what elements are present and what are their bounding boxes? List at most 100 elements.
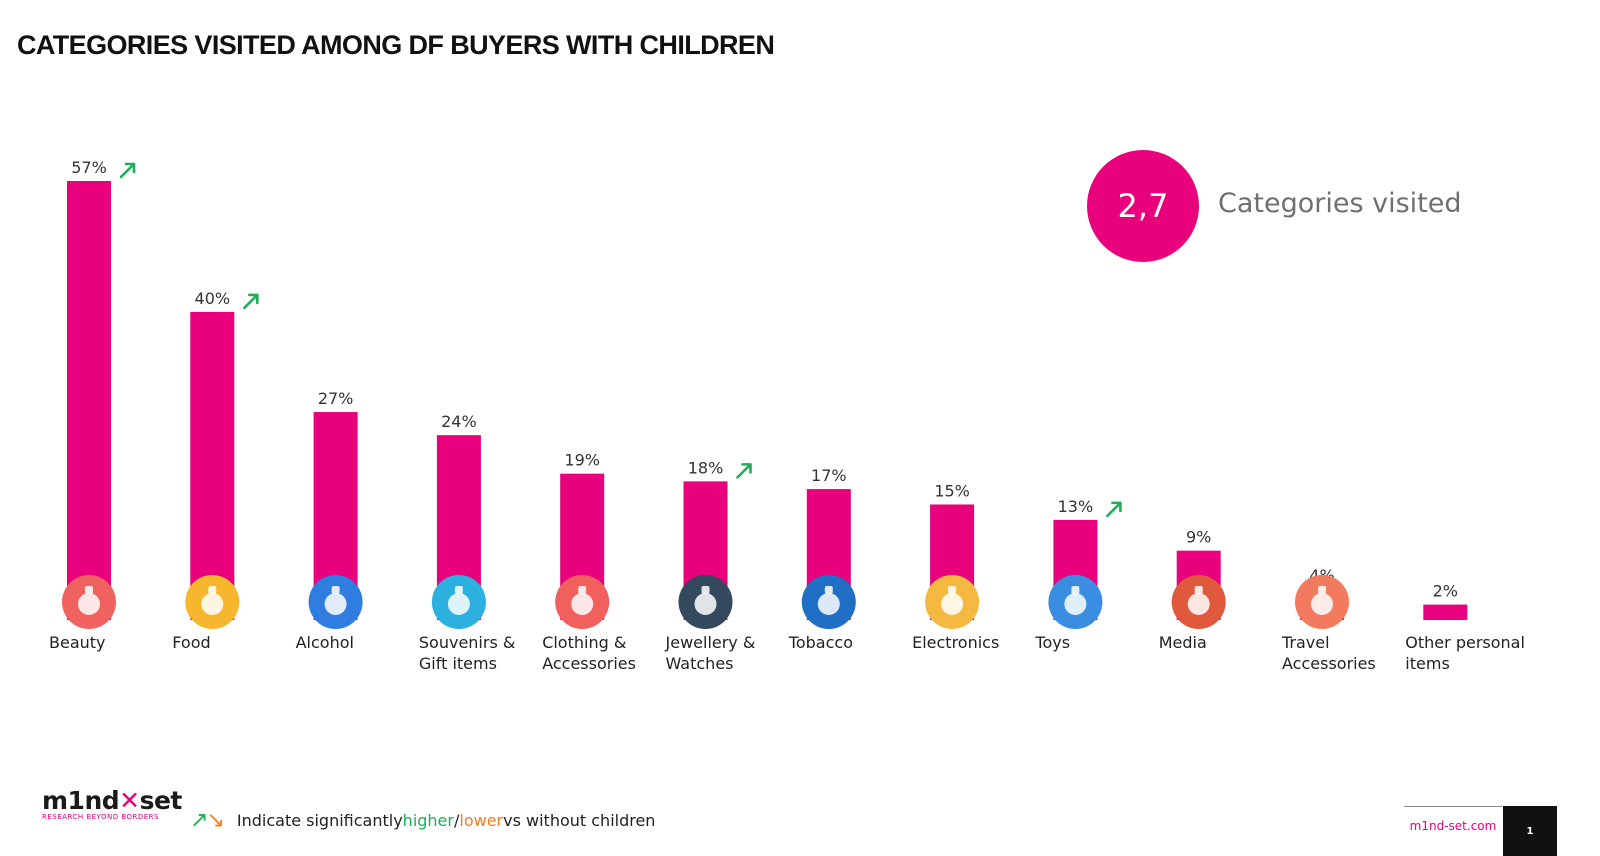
- category-label: Beauty: [49, 633, 106, 652]
- icon-glyph-top: [331, 586, 340, 594]
- icon-glyph: [694, 593, 717, 615]
- categories-visited-label: Categories visited: [1218, 188, 1462, 219]
- category-label-line: Toys: [1034, 633, 1070, 652]
- category-label-line: Other personal: [1405, 633, 1525, 652]
- icon-glyph: [571, 593, 594, 615]
- icon-glyph: [324, 593, 347, 615]
- mindset-logo: m1nd✕set RESEARCH BEYOND BORDERS: [42, 786, 182, 821]
- icon-glyph-top: [454, 586, 463, 594]
- category-label: Tobacco: [788, 633, 853, 652]
- significance-up-arrow-icon: [119, 162, 136, 179]
- bar-group: 24% Souvenirs & Gift items: [419, 412, 515, 673]
- bar: [190, 311, 235, 620]
- category-label-line: Watches: [666, 654, 734, 673]
- category-label: Toys: [1034, 633, 1070, 652]
- icon-glyph: [78, 593, 100, 615]
- significance-up-arrow-icon: [243, 293, 259, 310]
- bar-value-label: 9%: [1186, 528, 1211, 547]
- category-label-line: Accessories: [1282, 654, 1376, 673]
- legend-prefix: Indicate significantly: [236, 811, 403, 830]
- bar-group: 57% Beauty: [49, 158, 136, 652]
- site-link[interactable]: m1nd-set.com: [1404, 806, 1502, 833]
- icon-glyph-top: [824, 586, 833, 594]
- significance-up-arrow-icon: [736, 463, 752, 479]
- bar-group: 17% Tobacco: [788, 466, 856, 652]
- bar-value-label: 13%: [1058, 497, 1094, 516]
- bar-value-label: 27%: [318, 389, 354, 408]
- chart-title: CATEGORIES VISITED AMONG DF BUYERS WITH …: [17, 30, 775, 60]
- legend-arrows-icon: ↗↘: [190, 808, 225, 833]
- category-label-line: Alcohol: [296, 633, 354, 652]
- bar-value-label: 57%: [71, 158, 107, 177]
- bar-value-label: 17%: [811, 466, 847, 485]
- dress-icon: [555, 575, 610, 629]
- logo-tagline: RESEARCH BEYOND BORDERS: [42, 813, 159, 821]
- bar-group: 27% Alcohol: [296, 389, 363, 652]
- category-label: Alcohol: [296, 633, 354, 652]
- icon-glyph-top: [578, 586, 587, 594]
- category-label: Electronics: [912, 633, 999, 652]
- category-label: Clothing & Accessories: [542, 633, 636, 673]
- bar-chart: 57% Beauty 40% Food 27% Alcohol 24% Souvenirs &…: [49, 158, 1525, 673]
- category-label-line: Food: [172, 633, 210, 652]
- bar: [67, 181, 111, 620]
- icon-glyph: [1311, 593, 1333, 615]
- ornament-icon: [431, 575, 486, 629]
- significance-up-arrow-icon: [1106, 501, 1122, 518]
- bar-group: 15% Electronics: [912, 481, 999, 652]
- icon-glyph-top: [1071, 586, 1080, 594]
- category-label: Souvenirs & Gift items: [419, 633, 515, 673]
- category-label-line: Clothing &: [542, 633, 626, 652]
- category-label: Media: [1159, 633, 1207, 652]
- category-label-line: items: [1405, 654, 1449, 673]
- category-label: Other personal items: [1405, 633, 1525, 673]
- bar-group: 19% Clothing & Accessories: [542, 451, 636, 673]
- necklace-icon: [678, 575, 733, 629]
- legend-sep: /: [453, 811, 460, 830]
- category-label: Food: [172, 633, 210, 652]
- category-label-line: Beauty: [49, 633, 106, 652]
- bar-value-label: 40%: [195, 289, 231, 308]
- bar-group: 9% Media: [1159, 528, 1226, 652]
- book-icon: [1171, 575, 1226, 629]
- bar-value-label: 24%: [441, 412, 477, 431]
- cocktail-icon: [308, 575, 363, 629]
- icon-glyph: [201, 593, 224, 615]
- icon-glyph-top: [948, 586, 957, 594]
- significance-legend: ↗↘ Indicate significantly higher / lower…: [190, 808, 655, 833]
- icon-glyph: [817, 593, 840, 615]
- bar-group: 40% Food: [172, 289, 259, 652]
- icon-glyph: [941, 593, 964, 615]
- icon-glyph: [1064, 593, 1087, 615]
- perfume-icon: [62, 575, 116, 629]
- bar-group: 2% Other personal items: [1405, 582, 1525, 673]
- tablet-icon: [925, 575, 980, 629]
- icon-glyph: [1187, 593, 1210, 615]
- bar-value-label: 19%: [564, 451, 600, 470]
- category-label-line: Jewellery &: [665, 633, 756, 652]
- legend-suffix: vs without children: [503, 811, 656, 830]
- logo-wordmark: m1nd✕set: [42, 786, 182, 815]
- category-label-line: Travel: [1281, 633, 1330, 652]
- page-number: 1: [1503, 806, 1557, 856]
- cigarette-icon: [801, 575, 856, 629]
- category-label-line: Gift items: [419, 654, 497, 673]
- category-label-line: Electronics: [912, 633, 999, 652]
- bar-group: 18% Jewellery & Watches: [665, 458, 756, 673]
- bar-value-label: 18%: [688, 458, 724, 477]
- icon-glyph-top: [1318, 586, 1326, 594]
- bar: [1423, 604, 1468, 620]
- categories-visited-bubble: 2,7: [1087, 150, 1199, 262]
- category-label-line: Tobacco: [788, 633, 853, 652]
- category-label: Travel Accessories: [1281, 633, 1376, 673]
- icon-glyph-top: [85, 586, 93, 594]
- category-label-line: Media: [1159, 633, 1207, 652]
- icon-glyph-top: [208, 586, 217, 594]
- icon-glyph-top: [701, 586, 710, 594]
- sunhat-icon: [1295, 575, 1349, 629]
- icon-glyph: [447, 593, 470, 615]
- icon-glyph-top: [1194, 586, 1203, 594]
- teddy-bear-icon: [1048, 575, 1103, 629]
- bar-value-label: 2%: [1433, 582, 1458, 601]
